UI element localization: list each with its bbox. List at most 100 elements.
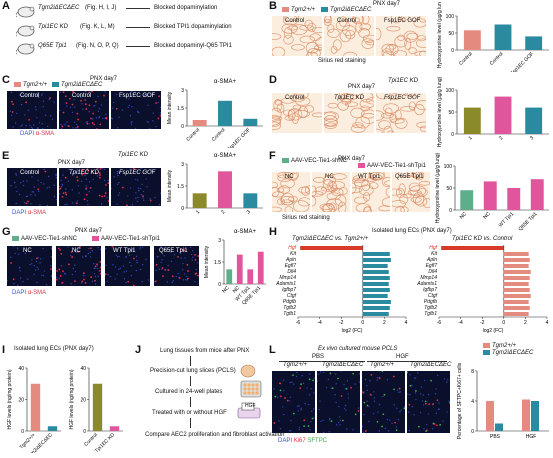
nucleus xyxy=(177,272,179,275)
signal xyxy=(132,284,135,286)
nucleus xyxy=(94,267,96,270)
y-tick-label: 40 xyxy=(18,366,24,372)
nucleus xyxy=(72,267,74,270)
nucleus xyxy=(15,173,17,175)
signal xyxy=(86,168,89,171)
signal xyxy=(94,265,97,268)
signal xyxy=(71,103,74,106)
signal xyxy=(409,384,412,387)
legend-wt: Tgm2+/+ xyxy=(14,82,47,89)
signal xyxy=(366,404,369,407)
panel-label-g: G xyxy=(2,226,11,238)
workflow-step: Compare AEC2 proliferation and fibroblas… xyxy=(145,432,285,438)
signal xyxy=(98,194,101,197)
bar xyxy=(503,312,529,316)
nucleus xyxy=(339,424,341,426)
nucleus xyxy=(386,418,389,421)
nucleus xyxy=(69,254,72,257)
nucleus xyxy=(76,127,78,129)
nucleus xyxy=(84,174,86,177)
bar xyxy=(192,120,207,126)
nucleus xyxy=(107,179,109,182)
nucleus xyxy=(85,178,88,180)
nucleus xyxy=(141,183,143,186)
nucleus xyxy=(137,179,139,181)
nucleus xyxy=(172,279,174,282)
bar xyxy=(30,383,41,431)
nucleus xyxy=(318,408,320,411)
fluorescence-image: Control xyxy=(7,91,57,129)
nucleus xyxy=(296,405,299,407)
signal xyxy=(449,401,450,404)
signal xyxy=(50,268,52,270)
signal xyxy=(178,277,181,279)
bar xyxy=(92,383,103,431)
nucleus xyxy=(95,117,98,119)
bar xyxy=(503,276,530,280)
signal xyxy=(186,277,189,280)
signal xyxy=(311,417,314,420)
signal xyxy=(77,250,80,253)
bar xyxy=(503,264,529,268)
alveolus xyxy=(277,174,292,182)
nucleus xyxy=(26,180,28,182)
nucleus xyxy=(23,94,25,97)
fluorescence-image: Tpi1EC KD xyxy=(59,168,109,206)
signal xyxy=(81,173,84,176)
chart-l: 0 4 8 Percentage of SFTPC+Ki67+ cells PBS HGF xyxy=(455,357,553,453)
nucleus xyxy=(22,180,25,183)
nucleus xyxy=(22,184,25,187)
nucleus xyxy=(59,185,60,188)
nucleus xyxy=(118,192,121,194)
nucleus xyxy=(75,251,78,253)
alveolus xyxy=(387,130,395,133)
nucleus xyxy=(107,273,109,276)
signal xyxy=(99,176,101,179)
nucleus xyxy=(184,273,186,275)
signal xyxy=(329,372,332,375)
alveolus xyxy=(282,16,299,26)
signal xyxy=(125,204,128,206)
nucleus xyxy=(102,117,104,120)
signal xyxy=(115,107,118,110)
panel-f-title: PNX day7 xyxy=(338,156,366,162)
nucleus xyxy=(148,127,151,129)
alveolus xyxy=(419,50,426,56)
arrow xyxy=(190,397,191,407)
panel-e-title: PNX day7 xyxy=(58,160,86,166)
x-tick-label: 4 xyxy=(405,320,408,326)
signal xyxy=(111,246,114,248)
nucleus xyxy=(166,269,169,271)
nucleus xyxy=(60,179,62,182)
nucleus xyxy=(376,379,378,381)
nucleus xyxy=(347,397,350,399)
x-tick-label: -2 xyxy=(480,320,485,326)
signal xyxy=(194,273,197,275)
alveolus xyxy=(380,112,394,119)
workflow-step: Cultured in 24-well plates xyxy=(155,389,223,395)
chart-title: α-SMA+ xyxy=(214,153,236,159)
alveolus xyxy=(309,33,321,41)
nucleus xyxy=(74,127,77,129)
panel-c-title: PNX day7 xyxy=(90,76,118,82)
nucleus xyxy=(443,378,446,380)
nucleus xyxy=(35,109,37,111)
nucleus xyxy=(19,270,21,272)
alveolus xyxy=(398,172,414,178)
panel-a-mouse-3: Q65E Tpi1 xyxy=(38,43,67,49)
nucleus xyxy=(312,408,315,410)
alveolus xyxy=(339,29,352,43)
bar xyxy=(218,171,232,208)
nucleus xyxy=(24,252,27,255)
alveolus xyxy=(363,206,372,212)
nucleus xyxy=(411,384,413,387)
signal xyxy=(81,280,84,283)
alveolus xyxy=(415,100,426,111)
nucleus xyxy=(160,261,162,264)
nucleus xyxy=(32,124,35,126)
nucleus xyxy=(298,426,300,429)
nucleus xyxy=(88,123,90,125)
y-axis-label: Hydroxyproline level (μg/g lung) xyxy=(437,2,443,68)
signal xyxy=(105,273,107,276)
x-axis-label: log2 (FC) xyxy=(483,328,504,333)
